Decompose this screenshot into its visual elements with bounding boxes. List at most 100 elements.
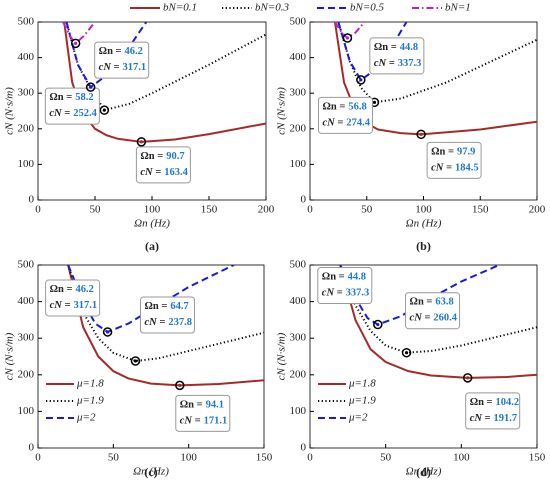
annotation-box: [405, 292, 461, 330]
annotation-label: Ωn =: [140, 151, 163, 162]
optimum-dot: [133, 359, 138, 363]
annotation-value: 317.1: [123, 63, 147, 74]
annotation-value: 63.8: [435, 297, 453, 308]
optimum-point: [130, 356, 141, 366]
y-tick-label: 400: [290, 51, 307, 63]
y-tick-label: 500: [290, 259, 307, 271]
optimum-point: [102, 327, 113, 337]
annotation-text: cN = 191.7: [470, 413, 517, 424]
annotation-text: cN = 337.3: [374, 58, 421, 69]
annotation-text: Ωn = 97.9: [431, 147, 475, 158]
annotation-text: Ωn = 46.2: [99, 47, 143, 58]
y-tick-label: 200: [18, 122, 35, 134]
annotation-value: 191.7: [494, 413, 518, 424]
annotation-label: Ωn =: [470, 397, 493, 408]
optimum-point: [416, 129, 426, 140]
annotation-value: 46.2: [125, 47, 143, 58]
annotation-value: 184.5: [455, 163, 479, 174]
x-tick-label: 200: [258, 204, 275, 216]
annotation-label: cN =: [410, 313, 431, 324]
y-tick-label: 200: [18, 368, 35, 380]
y-tick-label: 300: [290, 87, 307, 99]
x-tick-label: 150: [529, 452, 546, 464]
optimum-dot: [404, 351, 409, 355]
annotation-value: 337.3: [398, 58, 422, 69]
y-tick-label: 0: [29, 194, 35, 206]
annotation-label: cN =: [99, 63, 120, 74]
annotation-value: 104.2: [496, 397, 520, 408]
annotation-box: [465, 392, 521, 430]
annotation-text: Ωn = 44.8: [322, 272, 366, 283]
annotation-text: cN = 337.3: [322, 288, 369, 299]
y-tick-label: 400: [18, 51, 35, 63]
annotation-value: 97.9: [457, 147, 475, 158]
x-tick-label: 50: [108, 452, 120, 464]
annotation-box: [45, 279, 101, 317]
annotation-text: cN = 252.4: [49, 109, 97, 120]
annotation-text: Ωn = 56.8: [322, 102, 366, 113]
annotation-label: cN =: [50, 300, 71, 311]
x-axis-label: Ωn (Hz): [406, 218, 442, 230]
optimum-point: [136, 137, 147, 147]
optimum-point: [356, 75, 366, 85]
annotation-box: [44, 87, 100, 125]
y-axis-label: cN (N·s/m): [4, 332, 16, 380]
optimum-dot: [345, 36, 350, 40]
curve: [67, 265, 264, 387]
annotation-text: Ωn = 44.8: [374, 42, 418, 53]
x-tick-label: 50: [361, 204, 373, 216]
optimum-dot: [178, 383, 182, 387]
y-axis-label: cN (N·s/m): [276, 332, 288, 380]
annotation-label: Ωn =: [322, 272, 345, 283]
annotation-text: cN = 171.1: [180, 416, 227, 427]
annotation-box: [317, 267, 373, 305]
optimum-dot: [466, 376, 470, 380]
annotation-text: cN = 237.8: [144, 317, 191, 328]
x-tick-label: 100: [180, 452, 197, 464]
annotation-box: [139, 296, 195, 334]
y-tick-label: 300: [18, 332, 35, 344]
annotation-value: 171.1: [204, 416, 228, 427]
legend-label: μ=1.9: [76, 395, 104, 407]
optimum-dot: [106, 330, 110, 334]
y-tick-label: 500: [18, 16, 35, 28]
annotation-value: 94.1: [206, 400, 224, 411]
legend-label: μ=1.9: [348, 395, 376, 407]
annotation-box: [175, 394, 231, 432]
annotation-label: Ωn =: [180, 400, 203, 411]
legend-label: μ=2: [76, 412, 96, 424]
curve: [67, 265, 235, 334]
annotation-value: 90.7: [166, 151, 184, 162]
annotation-label: Ωn =: [49, 93, 72, 104]
annotation-label: Ωn =: [50, 284, 73, 295]
annotation-text: Ωn = 58.2: [49, 93, 93, 104]
legend-label: μ=2: [348, 412, 368, 424]
y-axis-label: cN (N·s/m): [4, 87, 16, 135]
curve: [339, 265, 500, 326]
optimum-dot: [419, 132, 423, 136]
x-tick-label: 150: [256, 452, 273, 464]
annotation-label: cN =: [322, 118, 343, 129]
optimum-point: [373, 319, 383, 330]
annotation-label: cN =: [431, 163, 452, 174]
annotation-value: 317.1: [73, 300, 97, 311]
annotation-text: cN = 317.1: [99, 63, 146, 74]
y-tick-label: 500: [18, 259, 35, 271]
legend-label: bN=0.1: [163, 2, 197, 14]
x-tick-label: 50: [90, 204, 102, 216]
y-tick-label: 0: [29, 442, 35, 454]
optimum-point: [85, 82, 96, 92]
annotation-text: Ωn = 94.1: [180, 400, 224, 411]
legend-label: bN=0.3: [255, 2, 290, 14]
annotation-value: 274.4: [346, 118, 370, 129]
annotation-box: [426, 141, 482, 179]
y-tick-label: 100: [18, 158, 35, 170]
y-tick-label: 200: [290, 368, 307, 380]
annotation-value: 44.8: [400, 42, 418, 53]
annotation-box: [135, 146, 191, 184]
annotation-value: 58.2: [75, 93, 93, 104]
annotation-text: Ωn = 46.2: [50, 284, 94, 295]
annotation-value: 237.8: [168, 317, 192, 328]
curves: [67, 265, 264, 387]
